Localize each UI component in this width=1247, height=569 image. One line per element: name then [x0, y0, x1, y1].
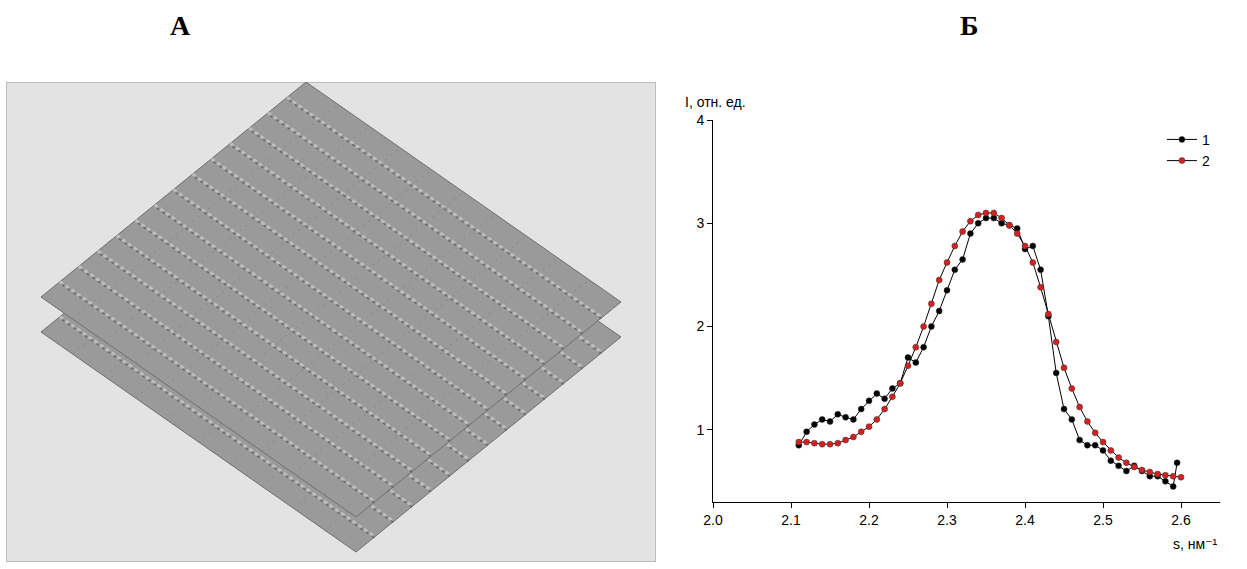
svg-text:2.5: 2.5 [1093, 512, 1113, 528]
svg-text:1: 1 [696, 422, 704, 438]
svg-text:2.1: 2.1 [781, 512, 801, 528]
svg-text:1: 1 [1202, 132, 1210, 148]
svg-text:2.6: 2.6 [1171, 512, 1191, 528]
svg-text:3: 3 [696, 215, 704, 231]
svg-text:2.3: 2.3 [937, 512, 957, 528]
svg-text:2.4: 2.4 [1015, 512, 1035, 528]
html-text:Б: Б [960, 10, 979, 41]
svg-text:s, нм⁻¹: s, нм⁻¹ [1173, 536, 1218, 552]
svg-text:2.0: 2.0 [703, 512, 723, 528]
svg-text:2: 2 [696, 318, 704, 334]
svg-text:2.2: 2.2 [859, 512, 879, 528]
svg-text:2: 2 [1202, 153, 1210, 169]
svg-text:I, отн. ед.: I, отн. ед. [685, 94, 746, 110]
html-text:А: А [170, 10, 191, 41]
svg-text:4: 4 [696, 112, 704, 128]
